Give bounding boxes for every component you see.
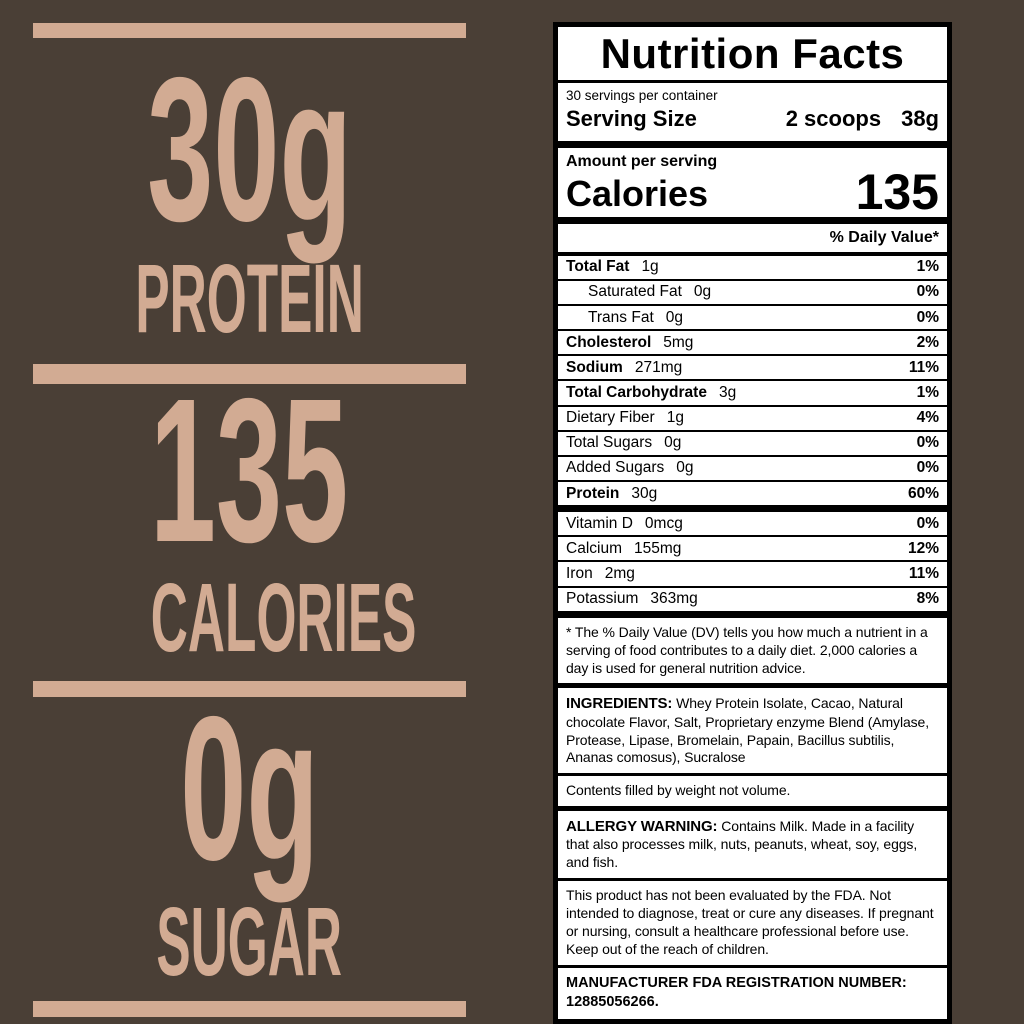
allergy-warning-section: ALLERGY WARNING: Contains Milk. Made in …	[558, 811, 947, 879]
divider-bar-middle-2	[33, 681, 466, 697]
fda-disclaimer: This product has not been evaluated by t…	[558, 881, 947, 965]
calories-value: 135	[855, 163, 939, 220]
calories-section: Amount per serving Calories 135	[558, 147, 947, 220]
manufacturer-label: MANUFACTURER FDA REGISTRATION NUMBER:	[566, 974, 907, 991]
divider-bar-top	[33, 23, 466, 38]
stat-protein-value-text: 30g	[147, 35, 352, 264]
nutrient-amount: 2mg	[604, 564, 635, 582]
contents-note: Contents filled by weight not volume.	[558, 776, 947, 807]
nutrient-row-total-carbohydrate: Total Carbohydrate 3g 1%	[558, 381, 947, 405]
nutrition-facts-panel: Nutrition Facts 30 servings per containe…	[553, 22, 952, 1024]
micronutrient-row-potassium: Potassium 363mg 8%	[558, 587, 947, 611]
stat-protein-label-text: PROTEIN	[135, 244, 364, 353]
nutrient-daily-value: 0%	[916, 308, 939, 326]
allergy-warning-label: ALLERGY WARNING:	[566, 818, 718, 836]
nutrient-name: Calcium	[566, 539, 622, 557]
left-highlights-panel: 30g PROTEIN 135 CALORIES 0g SUGAR	[33, 0, 466, 1024]
nutrient-name: Protein	[566, 484, 620, 502]
nutrient-row-sodium: Sodium 271mg 11%	[558, 356, 947, 380]
nutrient-daily-value: 0%	[916, 434, 939, 452]
serving-size-scoops: 2 scoops	[785, 106, 882, 132]
micronutrient-row-vitamin-d: Vitamin D 0mcg 0%	[558, 512, 947, 536]
nutrient-daily-value: 11%	[908, 358, 939, 376]
daily-value-footnote: * The % Daily Value (DV) tells you how m…	[558, 617, 947, 684]
nutrient-name: Vitamin D	[566, 514, 633, 532]
nutrition-facts-title: Nutrition Facts	[558, 27, 947, 81]
nutrient-amount: 363mg	[650, 590, 698, 608]
nutrient-row-saturated-fat: Saturated Fat 0g 0%	[558, 280, 947, 305]
micronutrient-row-iron: Iron 2mg 11%	[558, 562, 947, 586]
nutrient-row-total-fat: Total Fat 1g 1%	[558, 255, 947, 279]
stat-sugar-label-text: SUGAR	[156, 887, 343, 996]
serving-size-weight: 38g	[901, 106, 939, 132]
nutrient-name: Saturated Fat	[588, 283, 682, 301]
stat-protein-value: 30g	[33, 47, 466, 252]
allergy-warning-text: Contains Milk. Made in a facility that a…	[566, 818, 918, 871]
stat-calories-label-text: CALORIES	[150, 563, 417, 672]
micronutrient-row-calcium: Calcium 155mg 12%	[558, 537, 947, 561]
nutrient-amount: 0g	[665, 308, 683, 326]
nutrient-amount: 271mg	[634, 358, 683, 376]
nutrient-name: Total Carbohydrate	[566, 383, 707, 401]
amount-per-serving-label: Amount per serving	[566, 152, 718, 170]
nutrient-row-added-sugars: Added Sugars 0g 0%	[558, 456, 947, 481]
serving-size-label: Serving Size	[566, 106, 697, 132]
calories-row: Calories 135	[566, 163, 939, 220]
nutrient-name: Iron	[566, 564, 593, 582]
nutrient-daily-value: 1%	[916, 258, 939, 276]
nutrient-amount: 0mcg	[644, 514, 683, 532]
nutrient-daily-value: 2%	[916, 333, 939, 351]
ingredients-text: Whey Protein Isolate, Cacao, Natural cho…	[566, 695, 930, 766]
ingredients-section: INGREDIENTS: Whey Protein Isolate, Cacao…	[558, 688, 947, 774]
nutrient-daily-value: 12%	[907, 539, 939, 557]
nutrient-name: Total Fat	[566, 258, 630, 276]
nutrient-row-trans-fat: Trans Fat 0g 0%	[558, 306, 947, 330]
nutrient-daily-value: 0%	[916, 514, 939, 532]
nutrient-name: Cholesterol	[566, 333, 652, 351]
nutrient-daily-value: 0%	[916, 283, 939, 301]
divider-bar-middle-1	[33, 364, 466, 384]
nutrient-name: Added Sugars	[566, 459, 665, 477]
nutrient-amount: 155mg	[633, 539, 682, 557]
stat-calories-label: CALORIES	[33, 569, 466, 666]
stat-protein-label: PROTEIN	[33, 250, 466, 347]
nutrient-name: Total Sugars	[566, 434, 653, 452]
nutrient-name: Trans Fat	[588, 308, 654, 326]
stat-calories-value-text: 135	[150, 356, 349, 585]
nutrient-name: Dietary Fiber	[566, 409, 655, 427]
nutrient-amount: 0g	[664, 434, 682, 452]
nutrient-name: Potassium	[566, 590, 639, 608]
ingredients-label: INGREDIENTS:	[566, 695, 673, 713]
calories-label: Calories	[566, 172, 709, 214]
nutrient-amount: 1g	[641, 258, 659, 276]
nutrient-row-total-sugars: Total Sugars 0g 0%	[558, 431, 947, 455]
stat-sugar-value-text: 0g	[180, 674, 319, 903]
stat-calories-value: 135	[33, 368, 466, 573]
stat-sugar-label: SUGAR	[33, 893, 466, 990]
nutrient-row-dietary-fiber: Dietary Fiber 1g 4%	[558, 406, 947, 430]
serving-section: 30 servings per container Serving Size 2…	[558, 83, 947, 141]
nutrient-row-cholesterol: Cholesterol 5mg 2%	[558, 331, 947, 355]
nutrient-amount: 0g	[693, 283, 712, 301]
nutrient-amount: 0g	[676, 459, 694, 477]
servings-per-container: 30 servings per container	[566, 88, 718, 104]
nutrient-amount: 3g	[718, 383, 737, 401]
nutrient-daily-value: 0%	[916, 459, 939, 477]
divider-bar-bottom	[33, 1001, 466, 1017]
nutrient-daily-value: 60%	[907, 484, 939, 502]
nutrient-daily-value: 1%	[916, 383, 939, 401]
stat-sugar-value: 0g	[33, 686, 466, 891]
nutrient-row-protein: Protein 30g 60%	[558, 482, 947, 506]
nutrient-name: Sodium	[566, 358, 623, 376]
daily-value-header: % Daily Value*	[558, 223, 947, 252]
nutrient-amount: 5mg	[663, 333, 694, 351]
manufacturer-section: MANUFACTURER FDA REGISTRATION NUMBER: 12…	[558, 967, 947, 1020]
nutrient-daily-value: 4%	[916, 409, 939, 427]
nutrient-amount: 1g	[666, 409, 684, 427]
nutrient-daily-value: 11%	[908, 564, 939, 582]
nutrient-amount: 30g	[631, 484, 658, 502]
serving-size-row: Serving Size 2 scoops 38g	[566, 105, 939, 134]
nutrient-daily-value: 8%	[916, 590, 939, 608]
manufacturer-number: 12885056266.	[566, 994, 659, 1011]
